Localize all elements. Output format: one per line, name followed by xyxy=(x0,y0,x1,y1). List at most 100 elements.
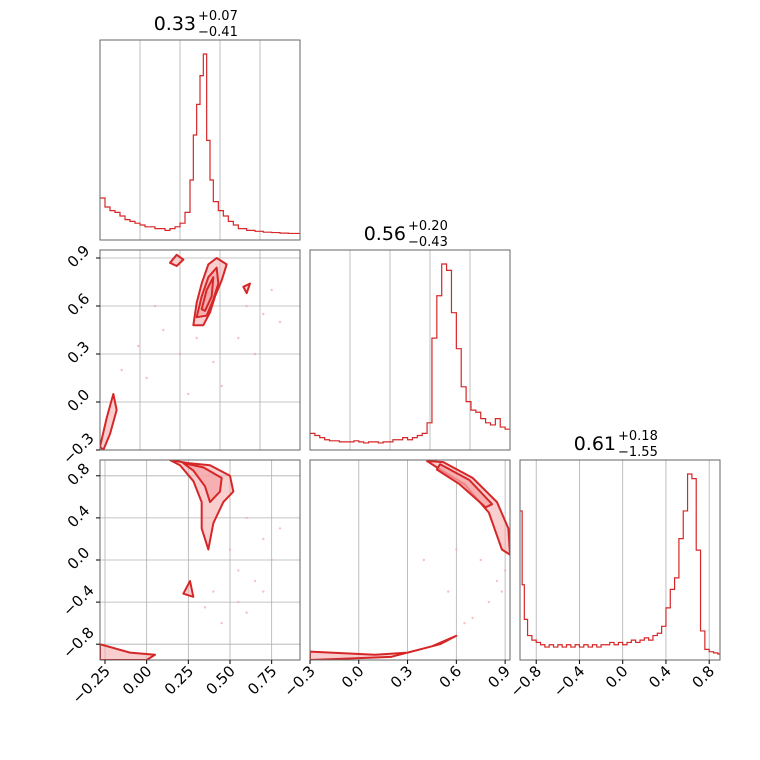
scatter-point xyxy=(212,360,215,364)
histogram-bin xyxy=(705,649,709,660)
panel-title-median: 0.56 xyxy=(364,223,406,245)
histogram-bin xyxy=(558,645,562,660)
contour-level xyxy=(169,253,185,267)
histogram-bin xyxy=(383,442,388,450)
panel-scatter-2-1: −0.3 0.0 0.3 0.6 0.9 xyxy=(280,459,514,701)
histogram-bin xyxy=(432,338,437,450)
scatter-point xyxy=(153,304,157,308)
histogram-bin xyxy=(461,387,466,450)
histogram-bin xyxy=(228,221,233,240)
x-tick-label: −0.25 xyxy=(69,662,114,707)
panel-scatter-2-0: −0.25 0.00 0.25 0.50 0.750.80.40.0−0.4−0.8 xyxy=(59,459,301,707)
y-tick-label: −0.4 xyxy=(59,581,97,619)
y-tick-label: 0.4 xyxy=(64,502,94,532)
axes-frame xyxy=(519,459,721,661)
histogram-bin xyxy=(566,645,570,660)
scatter-point xyxy=(471,616,474,620)
x-tick-label: 0.50 xyxy=(202,662,238,698)
histogram-bin xyxy=(193,135,196,240)
histogram-bin xyxy=(714,653,718,660)
panel-title-minus: −0.43 xyxy=(408,235,448,250)
histogram-bin xyxy=(692,479,696,660)
histogram-bin xyxy=(280,233,288,240)
panel-scatter-1-0: 0.90.60.30.0−0.3 xyxy=(59,242,301,468)
histogram-bin xyxy=(481,419,486,450)
scatter-point xyxy=(220,384,223,388)
scatter-point xyxy=(455,548,458,551)
histogram-step-line xyxy=(310,263,510,444)
histogram-bin xyxy=(476,412,481,450)
histogram-bin xyxy=(636,642,640,660)
histogram-bin xyxy=(579,647,583,660)
histogram-bin xyxy=(120,216,125,240)
x-tick-label: 0.3 xyxy=(387,662,417,692)
histogram-bin xyxy=(679,539,683,660)
histogram-bin xyxy=(203,54,206,240)
histogram-bin xyxy=(666,608,670,660)
scatter-point xyxy=(447,590,450,593)
x-tick-label: 0.25 xyxy=(161,662,197,698)
histogram-bin xyxy=(130,221,135,240)
histogram-bin xyxy=(447,270,452,450)
histogram-bin xyxy=(233,225,238,240)
histogram-bin xyxy=(349,442,354,450)
histogram-bin xyxy=(150,227,155,240)
histogram-bin xyxy=(213,202,218,240)
panel-content xyxy=(100,253,282,450)
histogram-bin xyxy=(160,229,165,240)
histogram-step-line xyxy=(520,473,720,655)
histogram-bin xyxy=(562,647,566,660)
histogram-bin xyxy=(549,645,553,660)
histogram-bin xyxy=(334,441,339,450)
histogram-bin xyxy=(330,441,335,450)
y-tick-label: −0.8 xyxy=(59,623,97,661)
histogram-bin xyxy=(412,438,417,450)
histogram-bin xyxy=(505,429,510,450)
histogram-bin xyxy=(100,198,105,240)
panel-title-plus: +0.18 xyxy=(618,429,658,444)
panel-hist-2: −0.8 −0.4 0.0 0.4 0.8 0.61 +0.18−1.55 xyxy=(507,429,721,701)
histogram-bin xyxy=(545,647,549,660)
histogram-bin xyxy=(417,436,422,450)
histogram-bin xyxy=(466,402,471,450)
histogram-bin xyxy=(575,645,579,660)
histogram-bin xyxy=(180,223,185,240)
histogram-bin xyxy=(218,211,223,240)
histogram-bin xyxy=(354,441,359,450)
histogram-bin xyxy=(536,642,540,660)
scatter-point xyxy=(178,352,182,356)
histogram-bin xyxy=(263,232,271,240)
axes-frame xyxy=(99,249,301,451)
histogram-bin xyxy=(688,474,692,660)
histogram-bin xyxy=(190,180,193,240)
histogram-bin xyxy=(605,645,609,660)
histogram-bin xyxy=(255,231,263,240)
histogram-bin xyxy=(588,647,592,660)
contour-level xyxy=(310,634,458,660)
scatter-point xyxy=(162,328,165,332)
histogram-bin xyxy=(320,438,325,450)
panel-content xyxy=(520,473,720,660)
scatter-point xyxy=(120,368,123,372)
x-tick-label: 0.8 xyxy=(688,662,718,692)
x-tick-label: 0.6 xyxy=(436,662,466,692)
histogram-bin xyxy=(155,229,160,240)
histogram-bin xyxy=(644,638,648,660)
histogram-bin xyxy=(140,225,145,240)
scatter-point xyxy=(262,590,265,593)
histogram-bin xyxy=(125,220,130,240)
x-tick-label: 0.0 xyxy=(338,662,368,692)
histogram-bin xyxy=(495,419,500,450)
y-tick-label: 0.0 xyxy=(64,386,94,416)
panel-title-median: 0.61 xyxy=(574,433,616,455)
scatter-point xyxy=(145,376,148,380)
histogram-bin xyxy=(238,229,246,240)
panel-hist-1: 0.56 +0.20−0.43 xyxy=(309,219,511,451)
histogram-bin xyxy=(145,227,150,240)
panel-content xyxy=(100,460,282,660)
histogram-bin xyxy=(627,642,631,660)
scatter-point xyxy=(245,611,248,614)
scatter-point xyxy=(253,352,257,356)
histogram-bin xyxy=(105,207,110,240)
scatter-point xyxy=(270,558,273,562)
